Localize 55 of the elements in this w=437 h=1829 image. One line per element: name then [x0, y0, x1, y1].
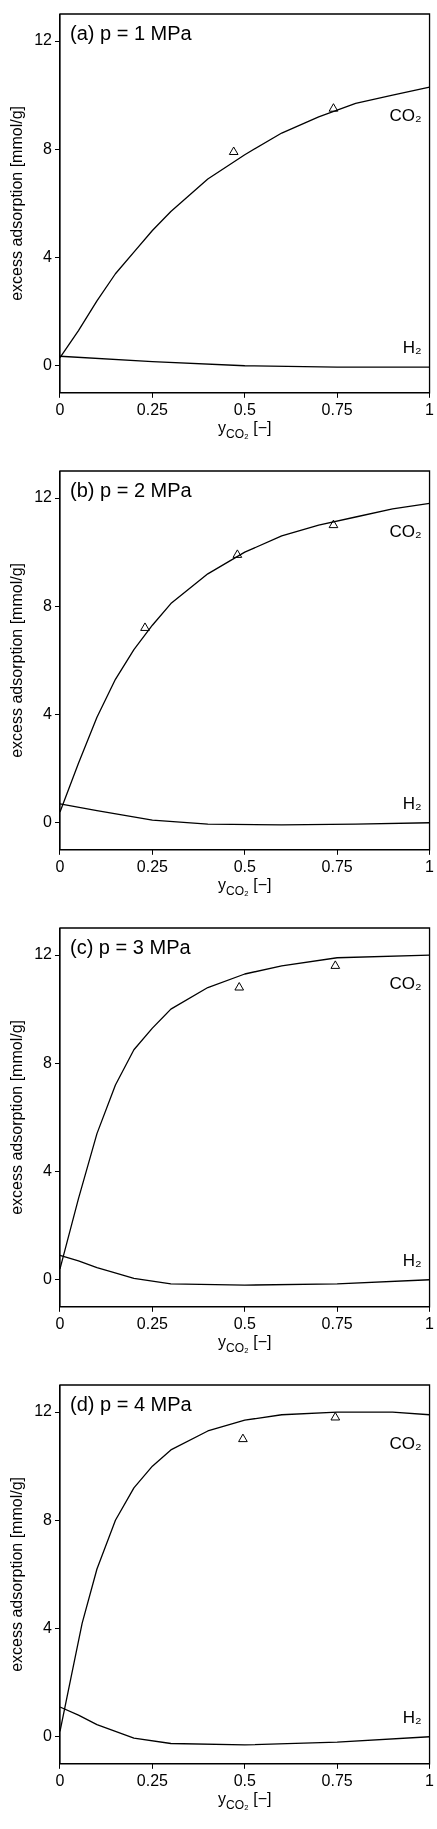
chart-title: (b) p = 2 MPa: [70, 479, 193, 501]
x-tick-label: 1: [425, 857, 435, 875]
x-tick-label: 0.75: [321, 400, 353, 418]
y-tick-label: 4: [43, 1161, 53, 1179]
y-axis-title: excess adsorption [mmol/g]: [8, 1020, 26, 1215]
y-tick-label: 8: [43, 596, 53, 614]
x-tick-label: 0: [55, 400, 65, 418]
chart-title: (c) p = 3 MPa: [70, 936, 192, 958]
series-label: CO₂: [389, 522, 422, 542]
x-tick-label: 0: [55, 1314, 65, 1332]
series-label: CO₂: [389, 974, 422, 994]
series-label: CO₂: [389, 106, 422, 126]
y-tick-label: 4: [43, 1618, 53, 1636]
x-tick-label: 0.5: [233, 857, 256, 875]
x-tick-label: 0.75: [321, 857, 353, 875]
x-tick-label: 0.5: [233, 400, 256, 418]
x-tick-label: 0: [55, 1771, 65, 1789]
x-tick-label: 0: [55, 857, 65, 875]
point: [328, 519, 339, 529]
y-tick-label: 0: [43, 1727, 53, 1745]
series-label: CO₂: [389, 1433, 422, 1453]
x-tick-label: 0.5: [233, 1771, 256, 1789]
y-tick-label: 12: [34, 1402, 53, 1420]
series-label: H₂: [402, 338, 422, 358]
y-tick-label: 0: [43, 1270, 53, 1288]
point: [232, 549, 243, 558]
y-axis-title: excess adsorption [mmol/g]: [8, 106, 26, 301]
chart-title: (d) p = 4 MPa: [70, 1393, 193, 1415]
chart-title: (a) p = 1 MPa: [70, 22, 193, 44]
series-label: H₂: [402, 1250, 422, 1270]
y-axis-title: excess adsorption [mmol/g]: [8, 1477, 26, 1672]
y-axis-title: excess adsorption [mmol/g]: [8, 563, 26, 758]
y-tick-label: 8: [43, 1510, 53, 1528]
x-tick-label: 0.25: [136, 1771, 169, 1789]
y-tick-label: 8: [43, 1053, 53, 1071]
series-label: H₂: [402, 793, 422, 813]
y-tick-label: 12: [34, 31, 53, 49]
point: [140, 622, 150, 631]
x-tick-label: 0.75: [321, 1314, 353, 1332]
x-tick-label: 0.25: [136, 857, 169, 875]
y-tick-label: 4: [43, 247, 53, 265]
y-tick-label: 12: [34, 945, 53, 963]
series-label: H₂: [402, 1707, 422, 1727]
y-tick-label: 8: [43, 139, 53, 157]
y-tick-label: 4: [43, 704, 53, 722]
x-tick-label: 0.25: [136, 400, 169, 418]
x-tick-label: 0.75: [321, 1771, 353, 1789]
x-tick-label: 0.5: [233, 1314, 256, 1332]
x-tick-label: 1: [425, 1771, 435, 1789]
y-tick-label: 0: [43, 356, 53, 374]
x-tick-label: 1: [425, 1314, 435, 1332]
y-tick-label: 12: [34, 488, 53, 506]
x-tick-label: 0.25: [136, 1314, 169, 1332]
y-tick-label: 0: [43, 813, 53, 831]
x-tick-label: 1: [425, 400, 435, 418]
